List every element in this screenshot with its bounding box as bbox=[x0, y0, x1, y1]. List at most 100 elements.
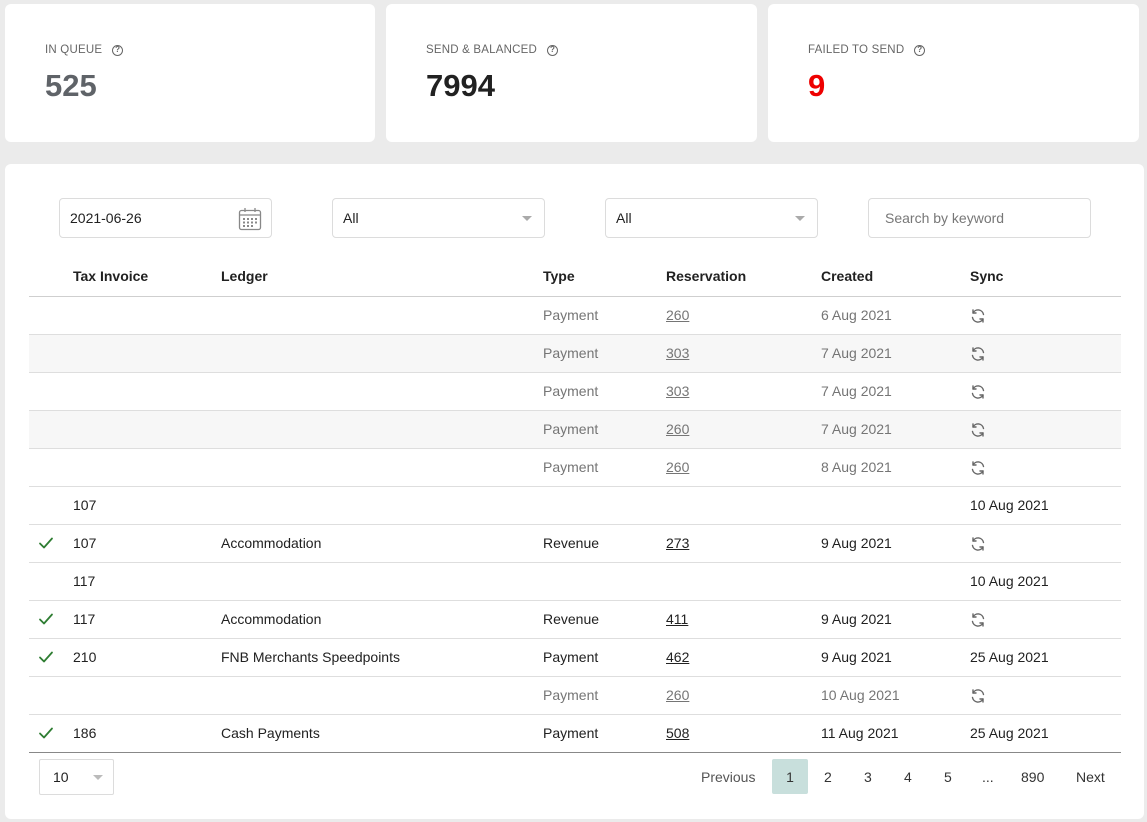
page-button-last[interactable]: 890 bbox=[1021, 769, 1045, 785]
check-icon bbox=[38, 649, 54, 668]
type-cell: Payment bbox=[543, 307, 599, 323]
chevron-down-icon bbox=[93, 775, 103, 780]
stat-value: 525 bbox=[45, 68, 97, 103]
type-cell: Payment bbox=[543, 649, 599, 665]
reservation-link[interactable]: 273 bbox=[666, 535, 690, 551]
table-row[interactable]: Payment 260 6 Aug 2021 bbox=[29, 297, 1121, 335]
type-cell: Revenue bbox=[543, 611, 600, 627]
page-button-4[interactable]: 4 bbox=[904, 769, 912, 785]
search-box bbox=[868, 198, 1091, 238]
sync-table: Tax Invoice Ledger Type Reservation Crea… bbox=[29, 256, 1121, 753]
table-row[interactable]: Payment 260 10 Aug 2021 bbox=[29, 677, 1121, 715]
created-cell: 10 Aug 2021 bbox=[821, 687, 900, 703]
help-icon[interactable]: ? bbox=[112, 44, 124, 56]
stat-value: 9 bbox=[808, 68, 826, 103]
date-picker[interactable]: 2021-06-26 bbox=[59, 198, 272, 238]
reservation-cell: 303 bbox=[666, 383, 689, 399]
page-button-2[interactable]: 2 bbox=[824, 769, 832, 785]
select-value: All bbox=[616, 210, 632, 226]
check-icon bbox=[38, 725, 54, 744]
type-cell: Payment bbox=[543, 345, 599, 361]
reservation-link[interactable]: 411 bbox=[666, 611, 689, 627]
help-icon[interactable]: ? bbox=[914, 44, 926, 56]
sync-icon[interactable] bbox=[970, 612, 986, 631]
reservation-link[interactable]: 462 bbox=[666, 649, 690, 665]
sync-cell: 10 Aug 2021 bbox=[970, 497, 1049, 513]
created-cell: 9 Aug 2021 bbox=[821, 611, 892, 627]
help-icon[interactable]: ? bbox=[547, 44, 559, 56]
ledger-cell: Cash Payments bbox=[221, 725, 320, 741]
reservation-cell: 303 bbox=[666, 345, 689, 361]
stat-label: SEND & BALANCED bbox=[426, 44, 538, 56]
previous-page-button[interactable]: Previous bbox=[701, 769, 756, 785]
created-cell: 7 Aug 2021 bbox=[821, 345, 892, 361]
next-page-button[interactable]: Next bbox=[1076, 769, 1105, 785]
created-cell: 7 Aug 2021 bbox=[821, 383, 892, 399]
table-row[interactable]: Payment 260 7 Aug 2021 bbox=[29, 411, 1121, 449]
page-button-1[interactable]: 1 bbox=[772, 759, 808, 794]
table-row[interactable]: 107 Accommodation Revenue 273 9 Aug 2021 bbox=[29, 525, 1121, 563]
table-row[interactable]: 186 Cash Payments Payment 508 11 Aug 2021 25 … bbox=[29, 715, 1121, 753]
stat-card-failed-to-send: FAILED TO SEND ? 9 bbox=[768, 4, 1139, 142]
type-cell: Payment bbox=[543, 687, 599, 703]
reservation-cell: 260 bbox=[666, 687, 689, 703]
calendar-icon[interactable] bbox=[238, 207, 262, 231]
table-row[interactable]: Payment 303 7 Aug 2021 bbox=[29, 373, 1121, 411]
page-button-3[interactable]: 3 bbox=[864, 769, 872, 785]
sync-icon[interactable] bbox=[970, 536, 986, 555]
column-header-type[interactable]: Type bbox=[543, 268, 575, 284]
table-row[interactable]: 210 FNB Merchants Speedpoints Payment 462 9 … bbox=[29, 639, 1121, 677]
sync-icon[interactable] bbox=[970, 384, 986, 403]
reservation-link[interactable]: 260 bbox=[666, 307, 690, 323]
sync-icon[interactable] bbox=[970, 346, 986, 365]
reservation-link[interactable]: 260 bbox=[666, 459, 690, 475]
reservation-link[interactable]: 260 bbox=[666, 687, 690, 703]
pagination-ellipsis: ... bbox=[982, 769, 994, 785]
sync-icon[interactable] bbox=[970, 688, 986, 707]
page-size-select[interactable]: 10 bbox=[39, 759, 114, 795]
chevron-down-icon bbox=[795, 216, 805, 221]
tax-invoice-cell: 210 bbox=[73, 649, 97, 665]
sync-icon[interactable] bbox=[970, 308, 986, 327]
created-cell: 6 Aug 2021 bbox=[821, 307, 892, 323]
stat-value: 7994 bbox=[426, 68, 495, 103]
type-cell: Payment bbox=[543, 459, 599, 475]
reservation-link[interactable]: 303 bbox=[666, 383, 690, 399]
stat-label: FAILED TO SEND bbox=[808, 44, 905, 56]
column-header-reservation[interactable]: Reservation bbox=[666, 268, 747, 284]
sync-cell: 25 Aug 2021 bbox=[970, 725, 1049, 741]
table-header: Tax Invoice Ledger Type Reservation Crea… bbox=[29, 256, 1121, 297]
reservation-link[interactable]: 260 bbox=[666, 421, 690, 437]
column-header-sync[interactable]: Sync bbox=[970, 268, 1004, 284]
sync-icon[interactable] bbox=[970, 422, 986, 441]
select-value: All bbox=[343, 210, 359, 226]
created-cell: 7 Aug 2021 bbox=[821, 421, 892, 437]
tax-invoice-cell: 107 bbox=[73, 497, 97, 513]
tax-invoice-cell: 186 bbox=[73, 725, 97, 741]
filter-select-2[interactable]: All bbox=[605, 198, 818, 238]
reservation-cell: 260 bbox=[666, 307, 689, 323]
table-row[interactable]: 117 Accommodation Revenue 411 9 Aug 2021 bbox=[29, 601, 1121, 639]
sync-icon[interactable] bbox=[970, 460, 986, 479]
reservation-cell: 508 bbox=[666, 725, 689, 741]
stat-card-in-queue: IN QUEUE ? 525 bbox=[5, 4, 375, 142]
page-button-5[interactable]: 5 bbox=[944, 769, 952, 785]
reservation-cell: 462 bbox=[666, 649, 689, 665]
table-row[interactable]: 107 10 Aug 2021 bbox=[29, 487, 1121, 525]
filter-select-1[interactable]: All bbox=[332, 198, 545, 238]
stat-card-send-balanced: SEND & BALANCED ? 7994 bbox=[386, 4, 757, 142]
sync-table-card: 2021-06-26 All All Tax Invoice Ledger Ty… bbox=[5, 164, 1144, 819]
tax-invoice-cell: 107 bbox=[73, 535, 97, 551]
table-row[interactable]: Payment 260 8 Aug 2021 bbox=[29, 449, 1121, 487]
reservation-link[interactable]: 508 bbox=[666, 725, 690, 741]
search-input[interactable] bbox=[869, 199, 1090, 237]
table-row[interactable]: Payment 303 7 Aug 2021 bbox=[29, 335, 1121, 373]
sync-cell: 10 Aug 2021 bbox=[970, 573, 1049, 589]
check-icon bbox=[38, 611, 54, 630]
reservation-link[interactable]: 303 bbox=[666, 345, 690, 361]
column-header-created[interactable]: Created bbox=[821, 268, 874, 284]
table-row[interactable]: 117 10 Aug 2021 bbox=[29, 563, 1121, 601]
column-header-ledger[interactable]: Ledger bbox=[221, 268, 268, 284]
pagination: Previous 1 2 3 4 5 ... 890 Next bbox=[5, 759, 1144, 795]
column-header-tax-invoice[interactable]: Tax Invoice bbox=[73, 268, 149, 284]
